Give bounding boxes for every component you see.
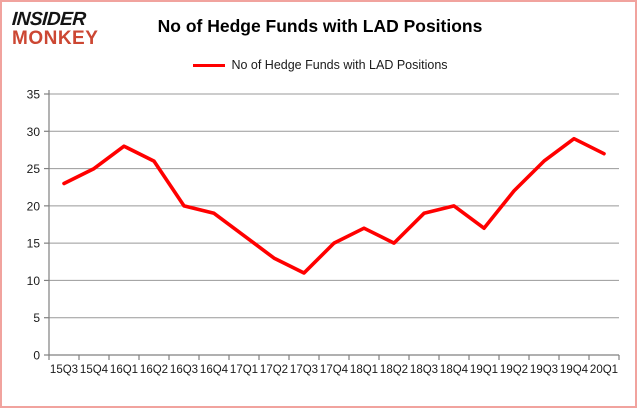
legend-line-swatch	[193, 63, 226, 67]
x-tick-label: 15Q4	[80, 364, 109, 376]
y-axis-labels: 0 5 10 15 20 25 30 35	[27, 88, 49, 363]
x-tick-label: 18Q1	[350, 364, 378, 376]
x-axis-labels: 15Q3 15Q4 16Q1 16Q2 16Q3 16Q4 17Q1 17Q2 17Q3 17Q4…	[48, 355, 620, 376]
y-tick-label: 10	[27, 274, 41, 288]
x-tick-label: 19Q4	[560, 364, 589, 376]
axes	[48, 90, 619, 356]
x-tick-label: 19Q1	[470, 364, 498, 376]
x-tick-label: 19Q3	[530, 364, 558, 376]
insider-monkey-logo: INSIDER MONKEY	[11, 9, 99, 49]
y-tick-label: 5	[33, 311, 40, 325]
x-tick-label: 17Q2	[260, 364, 288, 376]
x-tick-label: 19Q2	[500, 364, 528, 376]
y-tick-label: 15	[27, 237, 41, 251]
x-tick-label: 16Q1	[110, 364, 138, 376]
legend: No of Hedge Funds with LAD Positions	[2, 58, 635, 72]
y-tick-label: 0	[33, 349, 40, 363]
x-tick-label: 16Q3	[170, 364, 198, 376]
legend-label: No of Hedge Funds with LAD Positions	[231, 58, 448, 72]
y-tick-label: 35	[27, 88, 41, 102]
x-tick-label: 18Q2	[380, 364, 408, 376]
x-tick-label: 17Q4	[320, 364, 349, 376]
x-tick-label: 17Q1	[230, 364, 258, 376]
x-tick-label: 18Q3	[410, 364, 438, 376]
data-series-line	[62, 136, 606, 275]
x-tick-label: 15Q3	[50, 364, 78, 376]
y-tick-label: 20	[27, 199, 41, 213]
y-tick-label: 30	[27, 125, 41, 139]
y-tick-label: 25	[27, 162, 41, 176]
logo-monkey-text: MONKEY	[12, 28, 99, 49]
page-title: No of Hedge Funds with LAD Positions	[157, 16, 483, 36]
gridlines	[49, 93, 619, 319]
x-tick-label: 16Q2	[140, 364, 168, 376]
x-tick-label: 18Q4	[440, 364, 469, 376]
x-tick-label: 16Q4	[200, 364, 229, 376]
x-tick-label: 17Q3	[290, 364, 318, 376]
x-tick-label: 20Q1	[590, 364, 618, 376]
